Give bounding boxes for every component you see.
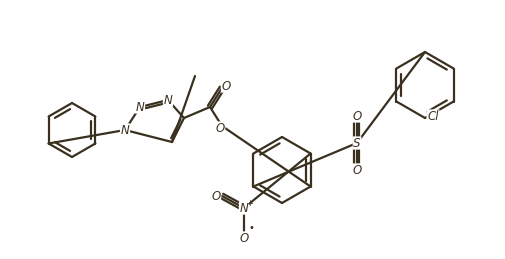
Text: S: S: [352, 136, 360, 149]
Text: O: O: [221, 80, 231, 92]
Text: O: O: [351, 110, 361, 123]
Text: N: N: [163, 93, 172, 106]
Text: O: O: [351, 163, 361, 176]
Text: N: N: [238, 202, 248, 214]
Text: S: S: [352, 136, 361, 149]
Text: N: N: [120, 124, 129, 136]
Text: O: O: [215, 121, 224, 134]
Text: Cl: Cl: [426, 110, 438, 123]
Text: N: N: [120, 124, 130, 136]
Text: O: O: [239, 232, 248, 244]
Text: O: O: [351, 110, 361, 123]
Text: Cl: Cl: [426, 110, 438, 123]
Text: O: O: [238, 232, 248, 244]
Text: N: N: [239, 202, 248, 214]
Text: O: O: [215, 121, 225, 134]
Text: O: O: [351, 163, 361, 176]
Text: N: N: [135, 100, 145, 113]
Text: N: N: [135, 100, 144, 113]
Text: •: •: [247, 223, 254, 233]
Text: O: O: [211, 190, 220, 203]
Text: O: O: [211, 190, 221, 203]
Text: O: O: [221, 80, 230, 92]
Text: +: +: [246, 198, 253, 207]
Text: N: N: [163, 93, 173, 106]
